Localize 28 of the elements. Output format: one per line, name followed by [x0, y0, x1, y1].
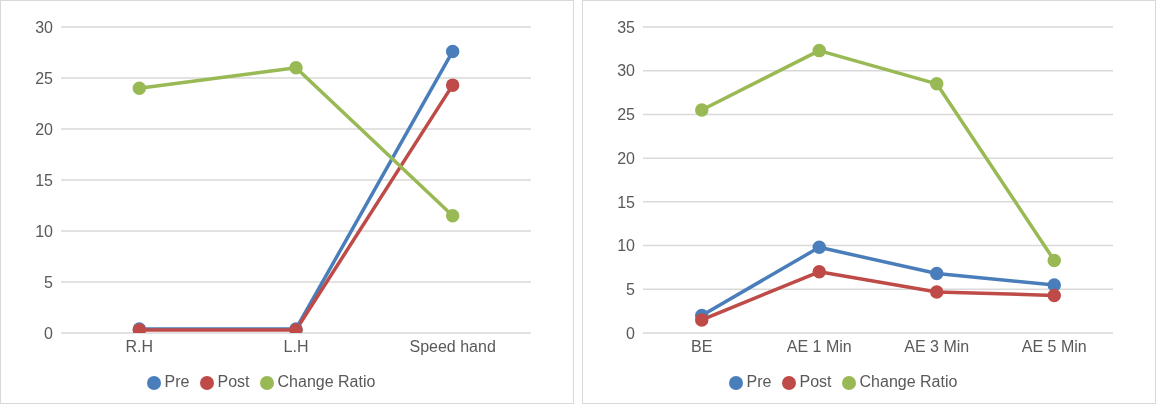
- legend-label: Change Ratio: [277, 373, 376, 390]
- y-tick-label: 0: [44, 324, 54, 342]
- x-tick-label: AE 1 Min: [786, 338, 852, 356]
- y-tick-label: 20: [35, 120, 54, 138]
- x-tick-label: R.H: [125, 338, 154, 356]
- y-tick-label: 10: [617, 237, 636, 255]
- y-tick-label: 35: [617, 18, 636, 36]
- y-tick-label: 15: [35, 171, 54, 189]
- y-tick-label: 5: [44, 273, 54, 291]
- legend-label: Pre: [746, 373, 772, 390]
- x-tick-label: AE 3 Min: [904, 338, 970, 356]
- y-tick-label: 30: [617, 62, 636, 80]
- legend-label: Post: [799, 373, 832, 390]
- y-tick-label: 10: [35, 222, 54, 240]
- x-tick-label: Speed hand: [409, 338, 496, 356]
- x-tick-label: L.H: [283, 338, 309, 356]
- y-tick-label: 25: [35, 69, 54, 87]
- legend-label: Change Ratio: [859, 373, 958, 390]
- y-tick-label: 25: [617, 106, 636, 124]
- y-tick-label: 5: [626, 280, 636, 298]
- legend-label: Pre: [164, 373, 190, 390]
- y-tick-label: 20: [617, 149, 636, 167]
- y-tick-label: 15: [617, 193, 636, 211]
- y-tick-label: 0: [626, 324, 636, 342]
- legend-label: Post: [217, 373, 250, 390]
- x-tick-label: BE: [691, 338, 713, 356]
- y-tick-label: 30: [35, 18, 54, 36]
- x-tick-label: AE 5 Min: [1021, 338, 1087, 356]
